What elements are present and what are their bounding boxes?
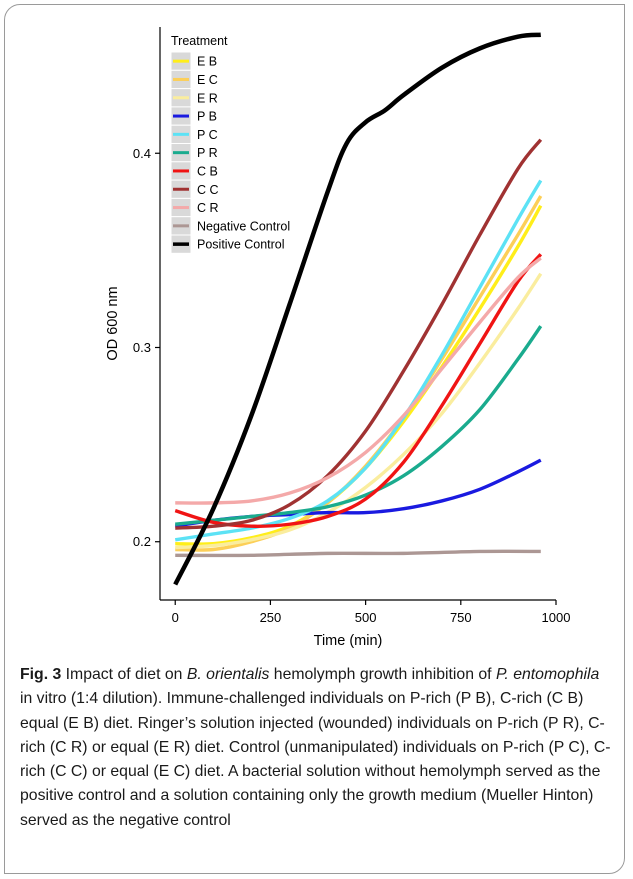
x-axis-label: Time (min) bbox=[314, 633, 383, 649]
caption-label: Fig. 3 bbox=[20, 666, 62, 683]
legend-label: E R bbox=[197, 91, 218, 105]
series-line-negative-control bbox=[175, 549, 541, 558]
legend-label: Negative Control bbox=[197, 219, 290, 233]
legend-label: E B bbox=[197, 55, 217, 69]
x-tick-label: 250 bbox=[260, 610, 282, 625]
legend-title: Treatment bbox=[171, 34, 228, 48]
y-tick-label: 0.2 bbox=[133, 534, 151, 549]
legend-label: C R bbox=[197, 201, 219, 215]
x-tick-label: 500 bbox=[355, 610, 377, 625]
caption-species-name: P. entomophila bbox=[495, 666, 600, 683]
y-tick-label: 0.4 bbox=[133, 146, 151, 161]
x-tick-label: 750 bbox=[450, 610, 472, 625]
legend-label: P R bbox=[197, 146, 218, 160]
legend-label: C C bbox=[197, 183, 219, 197]
figure-frame bbox=[4, 4, 625, 874]
series-line-c-b bbox=[174, 253, 543, 528]
legend-label: P B bbox=[197, 110, 217, 124]
series-line-p-r bbox=[175, 325, 543, 526]
y-tick-label: 0.3 bbox=[133, 340, 151, 355]
caption-text: Impact of diet on B. orientalis hemolymp… bbox=[20, 666, 611, 829]
legend-label: E C bbox=[197, 73, 218, 87]
legend-label: C B bbox=[197, 164, 218, 178]
y-axis-label: OD 600 nm bbox=[105, 286, 121, 360]
series-line-p-c bbox=[174, 179, 543, 542]
caption-text-segment: hemolymph growth inhibition of bbox=[269, 666, 496, 683]
series-line-positive-control bbox=[173, 32, 541, 586]
legend-label: Positive Control bbox=[197, 238, 285, 252]
figure-caption: Fig. 3 Impact of diet on B. orientalis h… bbox=[20, 663, 612, 833]
caption-species-name: B. orientalis bbox=[186, 666, 270, 683]
series-line-e-r bbox=[175, 272, 543, 550]
caption-text-segment: Impact of diet on bbox=[61, 666, 187, 683]
caption-text-segment: in vitro (1:4 dilution). Immune-challeng… bbox=[20, 690, 611, 829]
legend-label: P C bbox=[197, 128, 218, 142]
line-chart: 0 250 500 750 1000 0.2 0.3 0.4 Time (min) OD 600 … bbox=[105, 27, 571, 649]
x-tick-label: 1000 bbox=[542, 610, 571, 625]
x-tick-label: 0 bbox=[172, 610, 179, 625]
series-line-c-r bbox=[175, 256, 542, 505]
series-line-c-c bbox=[175, 138, 543, 530]
